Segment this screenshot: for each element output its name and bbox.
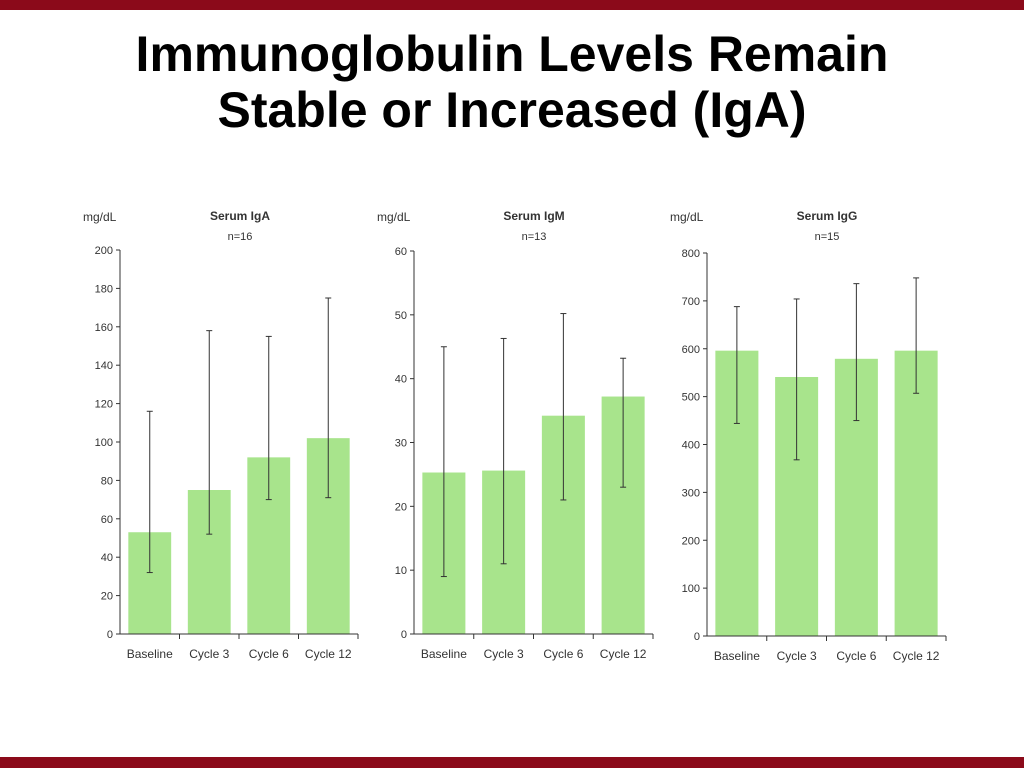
chart-2-y-tick-label: 20 [395,501,407,513]
chart-1-y-tick-label: 200 [95,245,113,257]
top-accent-bar [0,0,1024,10]
chart-2-y-tick-label: 40 [395,374,407,386]
chart-1-y-tick-label: 120 [95,399,113,411]
chart-2-subtitle: n=13 [522,231,547,243]
chart-2-y-tick-label: 30 [395,438,407,450]
chart-1-y-tick-label: 140 [95,360,113,372]
chart-3-y-tick-label: 100 [682,583,700,595]
chart-1-y-axis-label: mg/dL [83,210,117,224]
chart-1-category-label: Cycle 3 [189,647,229,661]
chart-3-y-tick-label: 400 [682,440,700,452]
chart-3-category-label: Baseline [714,649,760,663]
chart-3-title: Serum IgG [797,209,858,223]
chart-2-category-label: Cycle 3 [484,647,524,661]
chart-3-y-tick-label: 800 [682,248,700,260]
chart-3-category-label: Cycle 12 [893,649,940,663]
chart-3-y-tick-label: 500 [682,392,700,404]
chart-1-category-label: Cycle 12 [305,647,352,661]
bottom-accent-bar [0,757,1024,768]
chart-1-category-label: Baseline [127,647,173,661]
chart-1-y-tick-label: 20 [101,591,113,603]
chart-3-y-tick-label: 200 [682,535,700,547]
chart-1-y-tick-label: 80 [101,475,113,487]
chart-3-category-label: Cycle 6 [836,649,876,663]
chart-2-category-label: Cycle 6 [543,647,583,661]
chart-2-y-tick-label: 0 [401,629,407,641]
chart-2-category-label: Cycle 12 [600,647,647,661]
chart-3-y-axis-label: mg/dL [670,210,704,224]
chart-3-y-tick-label: 0 [694,631,700,643]
chart-1-y-tick-label: 160 [95,322,113,334]
chart-1-y-tick-label: 100 [95,437,113,449]
chart-1-title: Serum IgA [210,209,270,223]
slide-title-line-1: Immunoglobulin Levels Remain [135,26,889,82]
chart-3-y-tick-label: 300 [682,487,700,499]
chart-3-y-tick-label: 600 [682,344,700,356]
chart-1-y-tick-label: 40 [101,552,113,564]
chart-2-y-tick-label: 60 [395,246,407,258]
slide-title-line-2: Stable or Increased (IgA) [217,82,807,138]
chart-3-bar [894,350,938,636]
chart-1-subtitle: n=16 [228,231,253,243]
chart-3-y-tick-label: 700 [682,296,700,308]
chart-2-y-tick-label: 50 [395,310,407,322]
chart-3-subtitle: n=15 [815,231,840,243]
chart-2-category-label: Baseline [421,647,467,661]
chart-1-y-tick-label: 180 [95,283,113,295]
chart-3-category-label: Cycle 3 [777,649,817,663]
slide-title: Immunoglobulin Levels Remain Stable or I… [0,26,1024,138]
chart-1-y-tick-label: 0 [107,629,113,641]
chart-2-y-axis-label: mg/dL [377,210,411,224]
chart-2-y-tick-label: 10 [395,565,407,577]
chart-1-category-label: Cycle 6 [249,647,289,661]
chart-2-title: Serum IgM [503,209,564,223]
chart-1-y-tick-label: 60 [101,514,113,526]
